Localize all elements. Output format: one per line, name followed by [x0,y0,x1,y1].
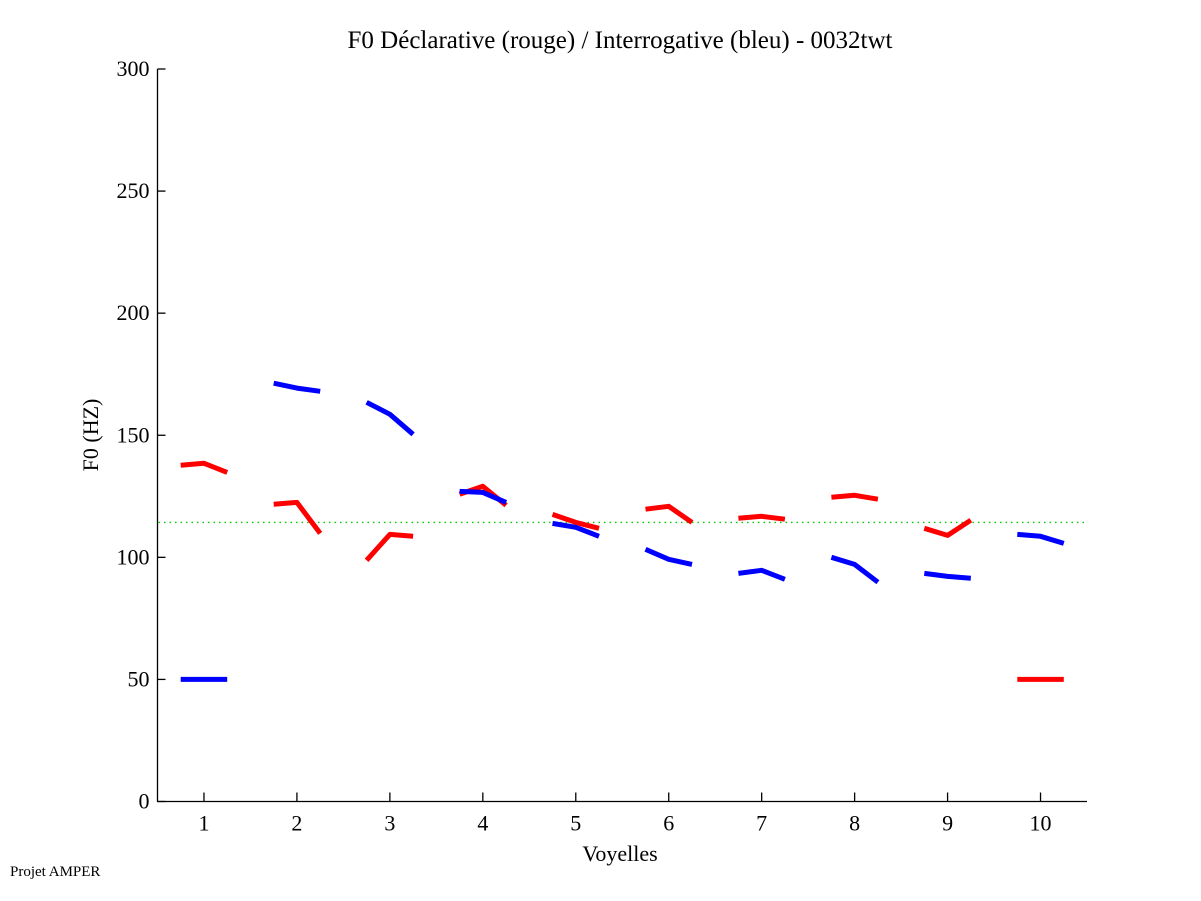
y-tick-label: 300 [117,56,150,81]
x-tick-label: 7 [756,811,767,836]
footer-credit: Projet AMPER [10,864,101,880]
f0-segment-vowel-7 [738,513,786,522]
f0-segment-vowel-8 [830,554,880,585]
f0-segment-vowel-5 [551,512,600,531]
f0-segment-vowel-6 [644,547,693,567]
f0-segment-vowel-7 [738,567,786,582]
series-declarative [180,460,1064,682]
x-tick-label: 10 [1030,811,1052,836]
f0-segment-vowel-3 [365,400,415,437]
y-axis-label: F0 (HZ) [78,399,103,472]
f0-segment-vowel-6 [645,503,694,525]
axes [156,69,1087,803]
chart-title: F0 Déclarative (rouge) / Interrogative (… [348,27,893,54]
f0-segment-vowel-9 [923,570,972,581]
x-ticks: 1 2 3 4 5 6 7 8 9 10 [198,792,1052,836]
y-tick-label: 250 [117,178,150,203]
f0-segment-vowel-2 [273,380,321,394]
x-tick-label: 8 [849,811,860,836]
series-interrogative [180,380,1065,682]
x-tick-label: 1 [198,811,209,836]
f0-segment-vowel-4 [458,483,508,508]
series-layer [180,380,1065,682]
f0-segment-vowel-9 [923,518,973,538]
x-tick-label: 9 [942,811,953,836]
f0-segment-vowel-2 [273,499,323,535]
x-tick-label: 2 [291,811,302,836]
x-tick-label: 5 [570,811,581,836]
f0-segment-vowel-1 [180,460,229,475]
x-axis-label: Voyelles [582,841,657,866]
f0-segment-vowel-8 [831,492,879,502]
f0-segment-vowel-10 [1017,531,1065,546]
f0-segment-vowel-5 [552,520,600,539]
x-tick-label: 4 [477,811,488,836]
f0-segment-vowel-4 [459,488,508,505]
x-tick-label: 6 [663,811,674,836]
x-tick-label: 3 [384,811,395,836]
y-ticks: 0 50 100 150 200 250 300 [117,56,166,814]
y-tick-label: 200 [117,300,150,325]
y-tick-label: 100 [117,544,150,569]
f0-segment-vowel-3 [364,531,414,562]
y-tick-label: 150 [117,422,150,447]
y-tick-label: 50 [128,666,150,691]
y-tick-label: 0 [139,789,150,814]
